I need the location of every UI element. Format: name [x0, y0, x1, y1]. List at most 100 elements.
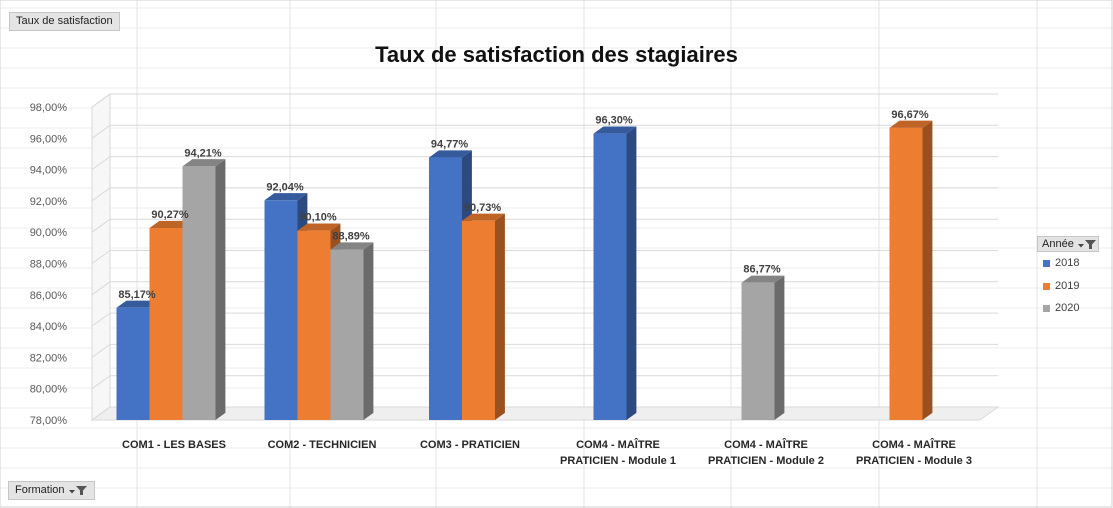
- bar-top: [429, 150, 472, 158]
- bar-top: [330, 242, 374, 250]
- bar-front: [593, 133, 627, 421]
- bar-front: [741, 282, 775, 420]
- y-tick-label: 92,00%: [30, 196, 68, 208]
- chart-title: Taux de satisfaction des stagiaires: [375, 42, 738, 67]
- legend-swatch-2020: [1043, 304, 1050, 312]
- bar-front: [182, 166, 216, 420]
- gridline: [91, 218, 998, 233]
- gridline: [91, 250, 998, 264]
- bar-top: [889, 120, 933, 128]
- x-tick-label: COM4 - MAÎTRE: [872, 438, 956, 451]
- bar-front: [297, 230, 331, 420]
- x-tick-label: PRATICIEN - Module 1: [560, 455, 676, 467]
- y-tick-label: 98,00%: [30, 102, 68, 114]
- y-tick-label: 80,00%: [30, 384, 68, 396]
- data-label-2018-0: 85,17%: [118, 289, 156, 301]
- bar-side: [495, 213, 505, 420]
- x-axis: COM1 - LES BASES COM2 - TECHNICIEN COM3 - …: [122, 438, 972, 467]
- y-tick-label: 90,00%: [30, 227, 68, 239]
- gridline: [91, 281, 998, 296]
- bar-front: [116, 307, 150, 420]
- legend-field-button[interactable]: Année: [1037, 236, 1099, 252]
- gridline: [91, 343, 998, 358]
- bar-top: [462, 213, 505, 221]
- bar-2019-5: [889, 120, 933, 421]
- legend-swatch-2019: [1043, 282, 1050, 290]
- pivot-value-field-label: Taux de satisfaction: [16, 15, 113, 27]
- data-label-2020-4: 86,77%: [743, 264, 781, 276]
- bar-top: [116, 300, 160, 308]
- y-axis: 78,00% 80,00% 82,00% 84,00% 86,00% 88,00% 90,0…: [30, 102, 68, 427]
- bar-front: [889, 127, 923, 420]
- bar-top: [741, 275, 785, 283]
- data-labels: 85,17% 90,27% 94,21% 92,04% 90,10% 88,89% 94,7…: [118, 109, 929, 301]
- x-tick-label: COM3 - PRATICIEN: [420, 439, 520, 451]
- data-label-2020-0: 94,21%: [184, 147, 222, 159]
- pivot-axis-field-label: Formation: [15, 484, 65, 496]
- bar-top: [593, 126, 637, 134]
- gridline: [91, 406, 998, 421]
- x-tick-label: COM2 - TECHNICIEN: [268, 439, 377, 451]
- legend-field-label: Année: [1042, 238, 1074, 250]
- bar-front: [330, 249, 364, 420]
- gridline: [91, 93, 998, 108]
- data-label-2019-1: 90,10%: [299, 212, 337, 224]
- bar-front: [462, 220, 495, 420]
- legend-label-2020: 2020: [1055, 302, 1080, 314]
- y-tick-label: 84,00%: [30, 321, 68, 333]
- plot-walls: [90, 93, 1000, 421]
- gridline: [91, 187, 998, 202]
- data-label-2019-2: 90,73%: [464, 202, 502, 214]
- filter-icon: [1077, 239, 1096, 249]
- gridline: [91, 312, 998, 327]
- legend-swatch-2018: [1043, 259, 1050, 267]
- filter-dropdown-icon[interactable]: [68, 485, 88, 496]
- pivot-axis-field-button[interactable]: Formation: [8, 481, 95, 500]
- filter-icon: [68, 486, 87, 495]
- bar-side: [215, 159, 226, 420]
- pivot-value-field-button[interactable]: Taux de satisfaction: [9, 12, 120, 31]
- data-label-2018-1: 92,04%: [266, 181, 304, 193]
- x-tick-label: COM4 - MAÎTRE: [576, 438, 660, 451]
- bar-front: [149, 227, 183, 420]
- data-label-2018-3: 96,30%: [595, 115, 633, 127]
- bar-side: [922, 120, 933, 421]
- bar-front: [264, 200, 298, 420]
- bar-side: [626, 126, 637, 420]
- bar-2018-3: [593, 126, 637, 421]
- bar-side: [363, 242, 374, 420]
- y-tick-label: 88,00%: [30, 259, 68, 271]
- legend-entry-2018[interactable]: 2018: [1043, 257, 1079, 269]
- y-tick-label: 86,00%: [30, 290, 68, 302]
- data-label-2019-5: 96,67%: [891, 109, 929, 121]
- y-tick-label: 94,00%: [30, 165, 68, 177]
- data-label-2020-1: 88,89%: [332, 231, 370, 243]
- bar-2019-2: [462, 213, 505, 420]
- legend-entry-2020[interactable]: 2020: [1043, 302, 1079, 314]
- data-label-2018-2: 94,77%: [431, 139, 469, 151]
- bar-side: [774, 275, 785, 420]
- bars: [116, 120, 933, 421]
- floor: [90, 406, 1000, 421]
- bar-top: [264, 193, 308, 201]
- bar-top: [297, 223, 341, 231]
- gridline: [91, 375, 998, 390]
- gridline: [91, 124, 998, 139]
- legend-entry-2019[interactable]: 2019: [1043, 280, 1079, 292]
- x-tick-label: COM1 - LES BASES: [122, 439, 226, 451]
- x-tick-label: PRATICIEN - Module 2: [708, 455, 824, 467]
- bar-2020-4: [741, 275, 785, 420]
- legend-filter-dropdown-icon[interactable]: [1077, 239, 1097, 250]
- y-tick-label: 82,00%: [30, 352, 68, 364]
- data-label-2019-0: 90,27%: [151, 209, 189, 221]
- y-tick-label: 96,00%: [30, 133, 68, 145]
- x-tick-label: COM4 - MAÎTRE: [724, 438, 808, 451]
- y-tick-label: 78,00%: [30, 415, 68, 427]
- bar-top: [149, 220, 193, 228]
- legend-label-2019: 2019: [1055, 280, 1080, 292]
- bar-top: [182, 159, 226, 167]
- gridline: [91, 156, 998, 171]
- x-tick-label: PRATICIEN - Module 3: [856, 455, 972, 467]
